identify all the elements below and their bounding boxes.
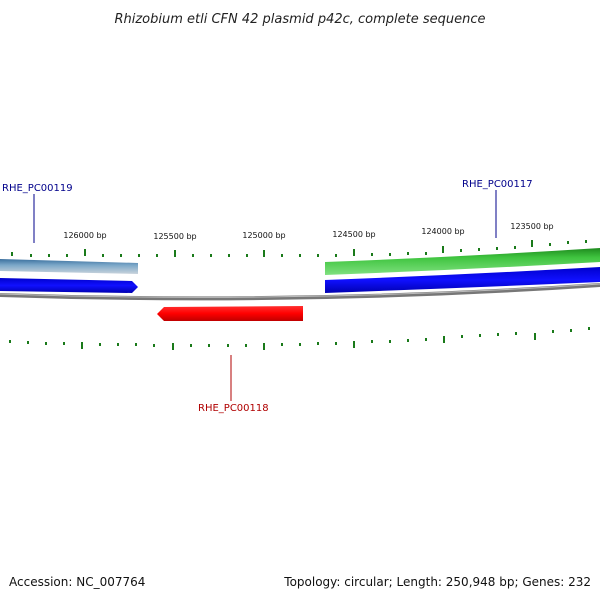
inner-tick-row	[9, 327, 590, 350]
sequence-backbone	[0, 283, 600, 301]
gene-rhe-pc00117-label[interactable]: RHE_PC00117	[462, 179, 533, 190]
gene-rhe-pc00117-body[interactable]	[325, 248, 600, 275]
gene-rhe-pc00119-body[interactable]	[0, 259, 138, 274]
ruler-label: 123500 bp	[510, 222, 553, 231]
accession-text: Accession: NC_007764	[9, 575, 145, 589]
ruler-labels: 126000 bp 125500 bp 125000 bp 124500 bp …	[63, 222, 553, 241]
gene-rhe-pc00118[interactable]: RHE_PC00118	[157, 306, 303, 414]
gene-rhe-pc00118-label[interactable]: RHE_PC00118	[198, 403, 269, 414]
map-title: Rhizobium etli CFN 42 plasmid p42c, comp…	[114, 12, 485, 27]
ruler-label: 126000 bp	[63, 231, 106, 240]
cds-forward-right[interactable]	[325, 267, 600, 293]
ruler-label: 124000 bp	[421, 227, 464, 236]
sequence-backbone-highlight	[0, 283, 600, 298]
gene-rhe-pc00119[interactable]: RHE_PC00119	[0, 183, 138, 274]
gene-rhe-pc00119-label[interactable]: RHE_PC00119	[2, 183, 73, 194]
ruler-label: 124500 bp	[332, 230, 375, 239]
gene-rhe-pc00117[interactable]: RHE_PC00117	[325, 179, 600, 275]
gene-rhe-pc00118-body[interactable]	[157, 306, 303, 321]
cds-track-forward	[0, 267, 600, 293]
cds-forward-left[interactable]	[0, 278, 138, 293]
summary-text: Topology: circular; Length: 250,948 bp; …	[283, 575, 591, 589]
ruler-label: 125000 bp	[242, 231, 285, 240]
ruler-label: 125500 bp	[153, 232, 196, 241]
outer-tick-row	[11, 240, 587, 257]
